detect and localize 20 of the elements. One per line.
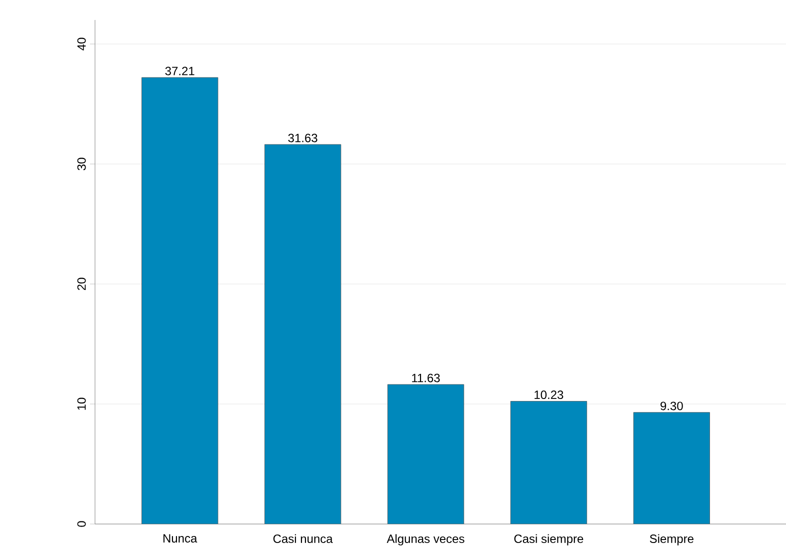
y-tick-label: 20 <box>77 278 86 290</box>
x-tick-label: Siempre <box>650 534 694 546</box>
x-tick-label: Casi nunca <box>273 534 333 544</box>
bar <box>264 144 342 524</box>
data-label: 11.63 <box>412 374 440 382</box>
x-tick-label: Algunas veces <box>386 534 464 546</box>
data-label: 10.23 <box>534 390 564 400</box>
bar <box>387 384 464 524</box>
x-tick-label: Nunca <box>163 534 198 543</box>
bar <box>142 77 218 524</box>
data-label: 31.63 <box>288 134 318 142</box>
data-label: 9.30 <box>660 402 683 410</box>
data-label: 37.21 <box>165 66 194 76</box>
y-tick-label: 10 <box>77 398 86 410</box>
y-tick-label: 30 <box>77 158 86 170</box>
y-tick-label: 0 <box>77 521 86 527</box>
bar <box>510 401 588 524</box>
y-tick-label: 40 <box>77 38 86 50</box>
x-tick-label: Casi siempre <box>514 534 584 546</box>
bar <box>633 412 710 524</box>
